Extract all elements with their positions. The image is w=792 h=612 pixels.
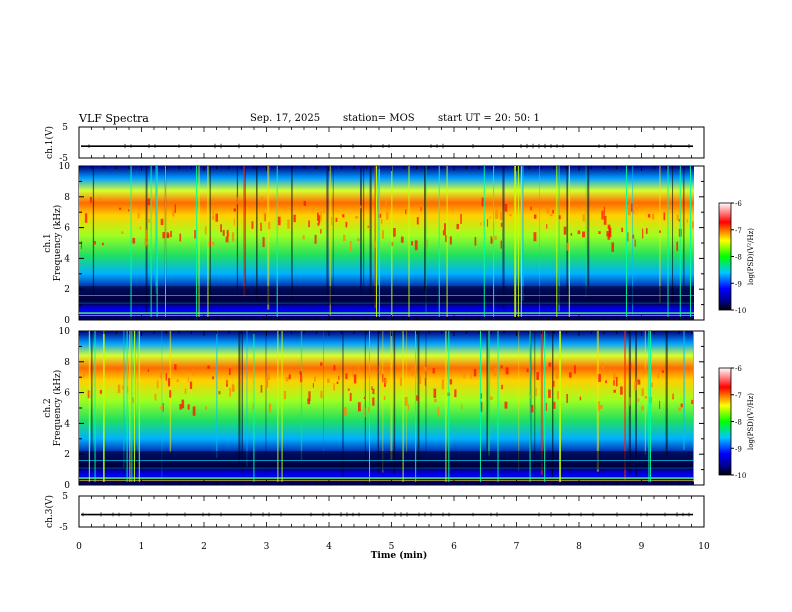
ch2-spectrogram-colorbar xyxy=(718,367,732,476)
voltage-traces xyxy=(81,143,693,517)
ch3-voltage-ytick-5: 5 xyxy=(62,492,68,502)
ch1-spectrogram-ytick-0: 0 xyxy=(64,316,70,326)
ch1-voltage-ylabel: ch.1(V) xyxy=(44,126,55,159)
ch1-spectrogram-ytick-10: 10 xyxy=(59,162,71,172)
ch3-voltage-ytick--5: -5 xyxy=(59,523,68,533)
ch2-spectrogram-ytick-4: 4 xyxy=(64,419,70,429)
x-tick-label-8: 8 xyxy=(576,542,582,552)
ch1-voltage-ytick-5: 5 xyxy=(62,123,68,133)
x-tick-label-9: 9 xyxy=(639,542,645,552)
ch3-voltage-ylabel: ch.3(V) xyxy=(44,495,55,528)
ch2-spectrogram-cbar-tick--6: -6 xyxy=(735,365,742,373)
ch2-spectrogram-ytick-2: 2 xyxy=(64,450,70,460)
ch1-spectrogram-cbar-tick--9: -9 xyxy=(735,280,742,288)
x-tick-label-3: 3 xyxy=(264,542,270,552)
ch2-spectrogram-ylabel-channel: ch.2 xyxy=(43,398,53,417)
ch1-spectrogram-ylabel-channel: ch.1 xyxy=(43,233,53,252)
x-tick-label-5: 5 xyxy=(389,542,395,552)
ch2-spectrogram-ytick-6: 6 xyxy=(64,389,70,399)
x-tick-label-10: 10 xyxy=(698,542,710,552)
start-time-label: start UT = 20: 50: 1 xyxy=(438,113,540,124)
date-label: Sep. 17, 2025 xyxy=(250,113,321,124)
x-tick-label-1: 1 xyxy=(139,542,145,552)
ch2-spectrogram xyxy=(79,331,694,485)
x-tick-label-7: 7 xyxy=(514,542,520,552)
ch1-spectrogram xyxy=(79,166,694,320)
ch2-spectrogram-colorbar-label: log(PSD)(V²/Hz) xyxy=(747,393,755,450)
ch1-spectrogram-ytick-4: 4 xyxy=(64,254,70,264)
x-tick-label-6: 6 xyxy=(451,542,457,552)
ch1-spectrogram-colorbar xyxy=(718,202,732,311)
ch2-spectrogram-cbar-tick--8: -8 xyxy=(735,419,742,427)
station-label: station= MOS xyxy=(343,113,415,124)
ch1-spectrogram-ytick-8: 8 xyxy=(64,193,70,203)
ch2-spectrogram-ytick-0: 0 xyxy=(64,481,70,491)
x-axis-label: Time (min) xyxy=(371,550,428,561)
ch1-spectrogram-ytick-2: 2 xyxy=(64,285,70,295)
x-tick-label-2: 2 xyxy=(201,542,207,552)
ch1-spectrogram-ytick-6: 6 xyxy=(64,224,70,234)
x-tick-label-0: 0 xyxy=(76,542,82,552)
ch1-spectrogram-ylabel-frequency: Frequency (kHz) xyxy=(52,205,63,282)
ch1-spectrogram-cbar-tick--7: -7 xyxy=(735,227,742,235)
ch1-spectrogram-cbar-tick--8: -8 xyxy=(735,254,742,262)
ch1-voltage-ytick--5: -5 xyxy=(59,154,68,164)
x-tick-label-4: 4 xyxy=(326,542,332,552)
ch1-spectrogram-cbar-tick--6: -6 xyxy=(735,200,742,208)
colorbars: -6 -7 -8 -9 -10 log(PSD)(V²/Hz) -6 -7 -8 -9 -10 log… xyxy=(718,200,755,480)
ch2-spectrogram-ytick-8: 8 xyxy=(64,358,70,368)
chart-title: VLF Spectra xyxy=(79,112,149,125)
ch2-spectrogram-cbar-tick--7: -7 xyxy=(735,392,742,400)
ch1-spectrogram-cbar-tick--10: -10 xyxy=(735,307,746,315)
ch2-spectrogram-cbar-tick--9: -9 xyxy=(735,445,742,453)
ch2-spectrogram-cbar-tick--10: -10 xyxy=(735,472,746,480)
ch2-spectrogram-ylabel-frequency: Frequency (kHz) xyxy=(52,370,63,447)
ch2-spectrogram-ytick-10: 10 xyxy=(59,327,71,337)
ch1-spectrogram-colorbar-label: log(PSD)(V²/Hz) xyxy=(747,228,755,285)
